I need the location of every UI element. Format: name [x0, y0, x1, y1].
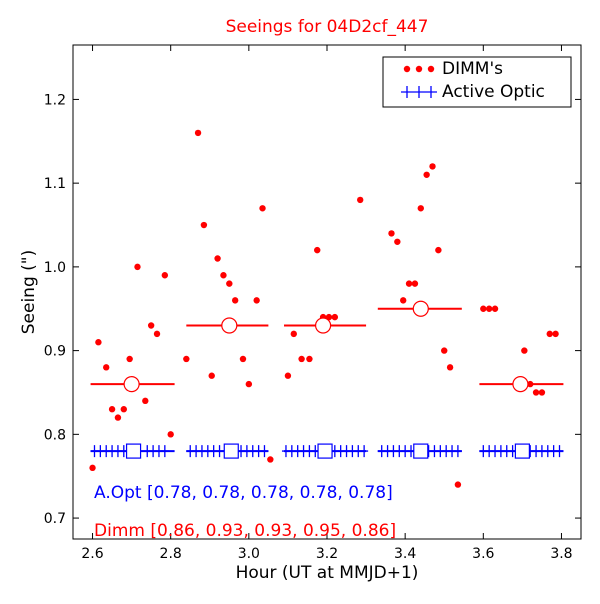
dimm-mean-marker [314, 317, 332, 334]
dimm-point [485, 305, 493, 312]
aopt-mean-marker [514, 443, 530, 459]
y-tick-label: 1.1 [44, 176, 66, 192]
dimm-mean-marker [123, 376, 140, 393]
dimm-point [552, 330, 559, 338]
dimm-point [126, 355, 133, 363]
y-tick-label: 1.2 [44, 92, 66, 108]
dimm-point [521, 347, 528, 354]
dimm-point [306, 355, 313, 363]
legend-dimm-marker [427, 65, 435, 73]
dimm-point [167, 431, 174, 438]
y-tick-label: 1.0 [44, 260, 66, 276]
dimm-point [357, 196, 364, 204]
dimm-point [220, 272, 227, 279]
dimm-point [405, 280, 413, 287]
x-tick-label: 2.8 [160, 546, 182, 562]
aopt-point [160, 445, 169, 458]
dimm-point [314, 246, 321, 254]
dimm-point [89, 464, 96, 472]
dimm-point [208, 372, 215, 379]
dimm-mean-marker [512, 376, 529, 393]
dimm-point [200, 221, 208, 229]
dimm-point [538, 389, 546, 396]
annotation-aopt: A.Opt [0.78, 0.78, 0.78, 0.78, 0.78] [94, 483, 393, 503]
y-tick-label: 0.9 [44, 344, 66, 360]
dimm-point [120, 406, 128, 413]
dimm-point [491, 305, 499, 312]
dimm-point [114, 414, 122, 421]
legend-dimm-marker [403, 65, 411, 73]
dimm-mean-marker [412, 300, 429, 317]
dimm-point [153, 330, 161, 338]
dimm-point [134, 263, 141, 271]
dimm-point [532, 389, 540, 396]
dimm-point [161, 272, 169, 279]
dimm-point [527, 380, 534, 388]
dimm-point [454, 481, 462, 488]
dimm-point [142, 397, 149, 405]
dimm-point [267, 456, 274, 463]
dimm-point [441, 347, 448, 354]
legend-label-aopt: Active Optic [442, 82, 545, 102]
aopt-mean-marker [223, 443, 239, 459]
dimm-point [290, 330, 297, 338]
aopt-mean-marker [317, 443, 333, 459]
aopt-point [555, 445, 564, 458]
chart-title: Seeings for 04D2cf_447 [226, 17, 429, 37]
dimm-mean-marker [221, 317, 238, 334]
dimm-point [183, 355, 190, 363]
dimm-point [239, 355, 247, 363]
x-tick-label: 3.8 [550, 546, 572, 562]
dimm-point [400, 297, 407, 304]
dimm-point [103, 364, 110, 371]
dimm-point [259, 205, 266, 212]
x-tick-label: 2.6 [81, 546, 103, 562]
legend-box [382, 56, 572, 108]
dimm-point [245, 380, 253, 388]
x-tick-label: 3.6 [472, 546, 494, 562]
dimm-point [284, 372, 292, 379]
x-axis-label: Hour (UT at MMJD+1) [236, 563, 419, 583]
legend-label-dimm: DIMM's [442, 59, 503, 79]
dimm-point [417, 205, 424, 212]
aopt-point [453, 445, 462, 458]
x-tick-label: 3.0 [238, 546, 260, 562]
aopt-mean-marker [125, 443, 142, 459]
y-tick-label: 0.8 [44, 427, 66, 443]
x-tick-label: 3.4 [394, 546, 416, 562]
dimm-point [331, 313, 339, 321]
dimm-point [394, 238, 401, 245]
dimm-point [435, 246, 442, 254]
dimm-point [388, 230, 395, 237]
aopt-mean-marker [413, 443, 429, 459]
dimm-point [429, 163, 436, 170]
dimm-point [423, 171, 430, 178]
dimm-point [108, 406, 116, 413]
dimm-point [546, 330, 553, 338]
dimm-point [226, 280, 233, 287]
dimm-point [446, 364, 454, 371]
dimm-point [298, 355, 305, 363]
aopt-point [260, 445, 269, 458]
dimm-point [147, 322, 155, 329]
dimm-point [214, 255, 221, 262]
dimm-point [194, 129, 202, 137]
y-tick-label: 0.7 [44, 511, 66, 527]
dimm-point [95, 339, 102, 346]
legend-dimm-marker [415, 65, 423, 73]
dimm-point [411, 280, 419, 287]
dimm-point [480, 305, 487, 312]
dimm-point [253, 297, 260, 304]
plot-frame [72, 44, 582, 540]
dimm-point [231, 297, 239, 304]
legend: DIMM's Active Optic [382, 56, 572, 108]
x-tick-label: 3.2 [316, 546, 338, 562]
aopt-point [360, 445, 369, 458]
y-axis-label: Seeing (") [19, 250, 39, 335]
annotation-dimm: Dimm [0.86, 0.93, 0.93, 0.95, 0.86] [94, 521, 396, 541]
